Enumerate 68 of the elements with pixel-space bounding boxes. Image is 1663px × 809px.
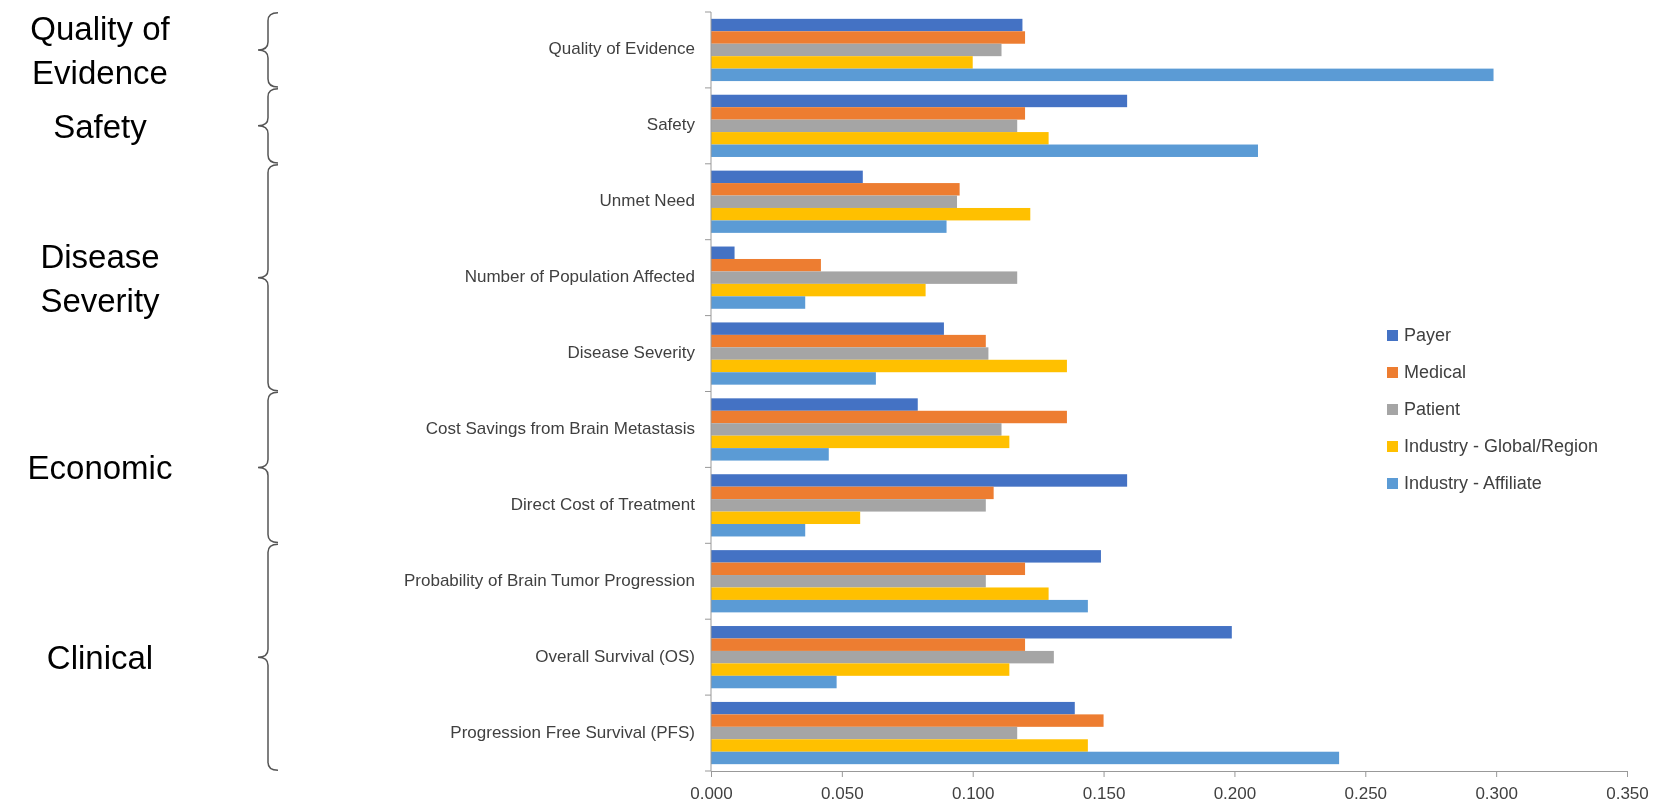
bar — [711, 435, 1010, 449]
bar — [711, 56, 973, 69]
y-tick-label: Disease Severity — [567, 343, 696, 363]
bar — [711, 739, 1088, 752]
bar — [711, 714, 1104, 727]
x-tick-label: 0.350 — [1606, 783, 1649, 803]
bar — [711, 675, 837, 689]
bar — [711, 701, 1075, 715]
text: Safety — [53, 107, 148, 145]
y-tick-label: Cost Savings from Brain Metastasis — [425, 418, 695, 438]
y-tick-label: Progression Free Survival (PFS) — [450, 722, 695, 742]
bar — [711, 68, 1494, 82]
text: Disease Severity — [40, 237, 161, 319]
bar — [711, 183, 960, 196]
bar — [711, 107, 1026, 120]
bar — [711, 562, 1026, 576]
text: Economic — [27, 449, 173, 487]
bar — [711, 599, 1088, 613]
bar — [711, 170, 863, 184]
bar — [711, 220, 947, 233]
text: Quality of Evidence — [30, 9, 171, 91]
legend-label: Industry - Affiliate — [1404, 472, 1542, 493]
bar — [711, 550, 1101, 563]
y-tick-label: Probability of Brain Tumor Progression — [403, 570, 695, 590]
bar — [711, 524, 806, 537]
bar — [711, 372, 876, 385]
bar — [711, 18, 1023, 32]
bar — [711, 258, 821, 272]
legend-label: Payer — [1404, 324, 1452, 345]
legend-label: Medical — [1404, 361, 1467, 382]
x-tick-label: 0.300 — [1475, 783, 1518, 803]
y-tick-label: Quality of Evidence — [548, 39, 695, 59]
bar — [711, 322, 944, 335]
bar — [711, 144, 1258, 157]
bar — [711, 359, 1067, 373]
x-tick-label: 0.150 — [1082, 783, 1126, 803]
bar — [711, 246, 735, 259]
bar — [711, 638, 1026, 651]
bar — [711, 410, 1067, 424]
y-tick-label: Direct Cost of Treatment — [510, 494, 696, 514]
bar — [711, 207, 1031, 221]
legend-label: Industry - Global/Region — [1404, 435, 1599, 456]
bar — [711, 334, 986, 348]
bar — [711, 663, 1010, 676]
bar — [711, 626, 1232, 639]
x-tick-label: 0.200 — [1213, 783, 1257, 803]
bar — [711, 448, 829, 461]
bar — [711, 132, 1049, 145]
bar — [711, 486, 994, 500]
y-tick-label: Safety — [646, 115, 696, 135]
bar — [711, 474, 1128, 487]
bar — [711, 94, 1128, 108]
bar — [711, 283, 926, 297]
y-tick-label: Number of Population Affected — [464, 267, 695, 287]
bar — [711, 296, 806, 309]
y-tick-label: Unmet Need — [599, 191, 695, 211]
bar — [711, 751, 1340, 765]
bar — [711, 587, 1049, 600]
bar — [711, 31, 1026, 44]
x-tick-label: 0.050 — [821, 783, 864, 803]
text: Clinical — [46, 639, 154, 677]
bar — [711, 398, 918, 411]
bar — [711, 511, 861, 525]
legend-label: Patient — [1404, 398, 1461, 419]
x-tick-label: 0.250 — [1344, 783, 1388, 803]
y-tick-label: Overall Survival (OS) — [535, 646, 695, 666]
x-tick-label: 0.100 — [951, 783, 995, 803]
x-tick-label: 0.000 — [690, 783, 733, 803]
